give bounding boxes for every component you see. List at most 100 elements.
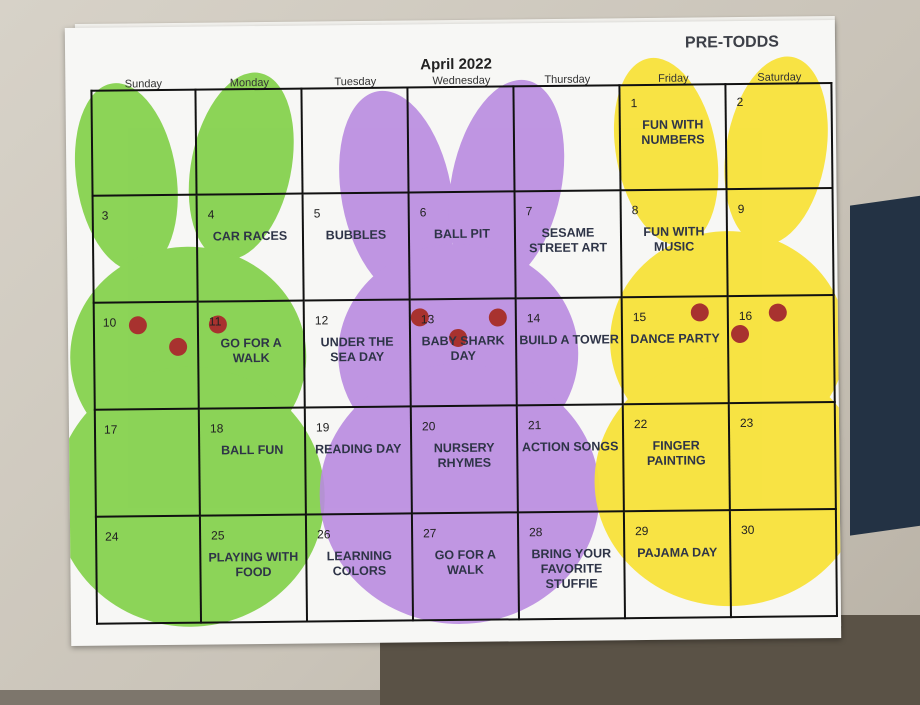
calendar-cell <box>302 86 410 195</box>
calendar-cell: 27 GO FOR A WALK <box>412 513 521 622</box>
calendar-page: April 2022 PRE-TODDS Sunday Monday Tuesd… <box>64 19 842 647</box>
bunny-eyes <box>128 303 787 356</box>
day-number: 19 <box>315 420 330 435</box>
day-number: 20 <box>421 419 436 434</box>
day-number: 13 <box>420 312 435 327</box>
day-number: 1 <box>630 96 638 111</box>
calendar-cell: 7 SESAME STREET ART <box>515 191 623 300</box>
day-number: 12 <box>314 313 329 328</box>
activity-label <box>96 444 196 445</box>
calendar-cell: 5 BUBBLES <box>303 193 411 302</box>
calendar-cell: 26 LEARNING COLORS <box>306 514 415 623</box>
activity-label: GO FOR A WALK <box>220 335 282 366</box>
background-object <box>850 194 920 536</box>
calendar-cell: 12 UNDER THE SEA DAY <box>304 300 412 409</box>
activity-label <box>95 337 195 338</box>
yellow-bunny-icon <box>594 56 842 607</box>
page-title: April 2022 <box>420 55 492 74</box>
activity-label: LEARNING COLORS <box>326 548 393 579</box>
day-number: 10 <box>102 315 117 330</box>
activity-label <box>93 123 193 124</box>
calendar-cell: 13 BABY SHARK DAY <box>410 299 518 408</box>
calendar-cell: 24 <box>94 516 203 625</box>
day-number: 30 <box>741 522 755 537</box>
calendar-cell: 29 PAJAMA DAY <box>624 511 733 620</box>
calendar-cell: 21 ACTION SONGS <box>517 405 625 514</box>
calendar-grid: 1 FUN WITH NUMBERS 2 3 4 CAR RACES 5 BUBBLES 6 BA… <box>90 82 838 625</box>
activity-label: GO FOR A WALK <box>434 547 497 578</box>
calendar-cell: 17 <box>93 409 201 518</box>
activity-label <box>199 122 299 123</box>
activity-label <box>94 230 194 231</box>
activity-label: CAR RACES <box>212 228 288 244</box>
calendar-cell: 10 <box>92 302 200 411</box>
activity-label <box>97 551 197 552</box>
green-bunny-icon <box>64 72 325 627</box>
day-number: 24 <box>105 529 119 544</box>
day-number: 7 <box>525 204 533 219</box>
day-number: 15 <box>632 309 647 325</box>
calendar-cell: 30 <box>730 509 838 619</box>
activity-label: BALL PIT <box>433 226 491 242</box>
day-number: 11 <box>208 314 222 329</box>
activity-label: PAJAMA DAY <box>637 545 718 561</box>
activity-label <box>517 118 617 119</box>
calendar-cell: 9 <box>727 189 835 298</box>
day-number: 28 <box>529 525 543 540</box>
day-number: 9 <box>737 201 745 217</box>
day-number: 2 <box>736 94 744 110</box>
calendar-cell: 19 READING DAY <box>305 407 413 516</box>
calendar-cell: 8 FUN WITH MUSIC <box>621 190 729 299</box>
calendar-cell <box>514 84 622 193</box>
bunny-artwork <box>64 56 842 627</box>
day-number: 17 <box>103 422 118 437</box>
calendar-cell: 14 BUILD A TOWER <box>516 298 624 407</box>
day-number: 25 <box>211 528 225 543</box>
day-number: 5 <box>313 206 321 221</box>
day-number: 29 <box>635 523 649 539</box>
day-number: 6 <box>419 205 427 220</box>
activity-label: FUN WITH NUMBERS <box>641 117 705 148</box>
day-number: 26 <box>317 527 331 542</box>
calendar-cell: 11 GO FOR A WALK <box>198 301 306 410</box>
calendar-cell: 3 <box>91 195 199 304</box>
day-number: 16 <box>738 308 753 324</box>
activity-label <box>305 120 405 121</box>
day-number: 3 <box>101 208 109 223</box>
activity-label: READING DAY <box>314 441 402 457</box>
activity-label: BALL FUN <box>221 442 284 458</box>
activity-label: BABY SHARK DAY <box>421 333 505 364</box>
calendar-cell: 2 <box>726 82 834 191</box>
activity-label: BUBBLES <box>325 227 387 243</box>
activity-label: SESAME STREET ART <box>529 225 608 256</box>
calendar-cell <box>408 85 516 194</box>
day-number: 22 <box>633 416 648 432</box>
calendar-cell: 4 CAR RACES <box>197 194 305 303</box>
activity-label <box>733 544 833 545</box>
calendar-cell <box>90 88 198 197</box>
activity-label <box>732 437 832 438</box>
activity-label: PLAYING WITH FOOD <box>208 549 299 580</box>
day-number: 27 <box>423 526 437 541</box>
calendar-cell: 1 FUN WITH NUMBERS <box>620 83 728 192</box>
day-number: 14 <box>526 311 541 326</box>
calendar-cell: 23 <box>729 402 837 512</box>
activity-label <box>729 116 829 117</box>
activity-label: FINGER PAINTING <box>646 438 706 468</box>
activity-label <box>730 223 830 224</box>
calendar-cell: 20 NURSERY RHYMES <box>411 406 519 515</box>
activity-label: BUILD A TOWER <box>519 332 619 348</box>
calendar-cell: 15 DANCE PARTY <box>622 297 730 406</box>
calendar-cell: 22 FINGER PAINTING <box>623 404 731 513</box>
calendar-cell: 28 BRING YOUR FAVORITE STUFFIE <box>518 512 627 621</box>
calendar-cell: 16 <box>728 296 836 405</box>
calendar-cell <box>196 87 304 196</box>
activity-label: ACTION SONGS <box>521 439 619 455</box>
activity-label: FUN WITH MUSIC <box>643 224 705 254</box>
day-number: 4 <box>207 207 215 222</box>
purple-bunny-icon <box>319 79 600 624</box>
activity-label <box>411 119 511 120</box>
calendar-cell: 18 BALL FUN <box>199 408 307 517</box>
activity-label: BRING YOUR FAVORITE STUFFIE <box>531 546 612 592</box>
day-number: 18 <box>209 421 224 436</box>
